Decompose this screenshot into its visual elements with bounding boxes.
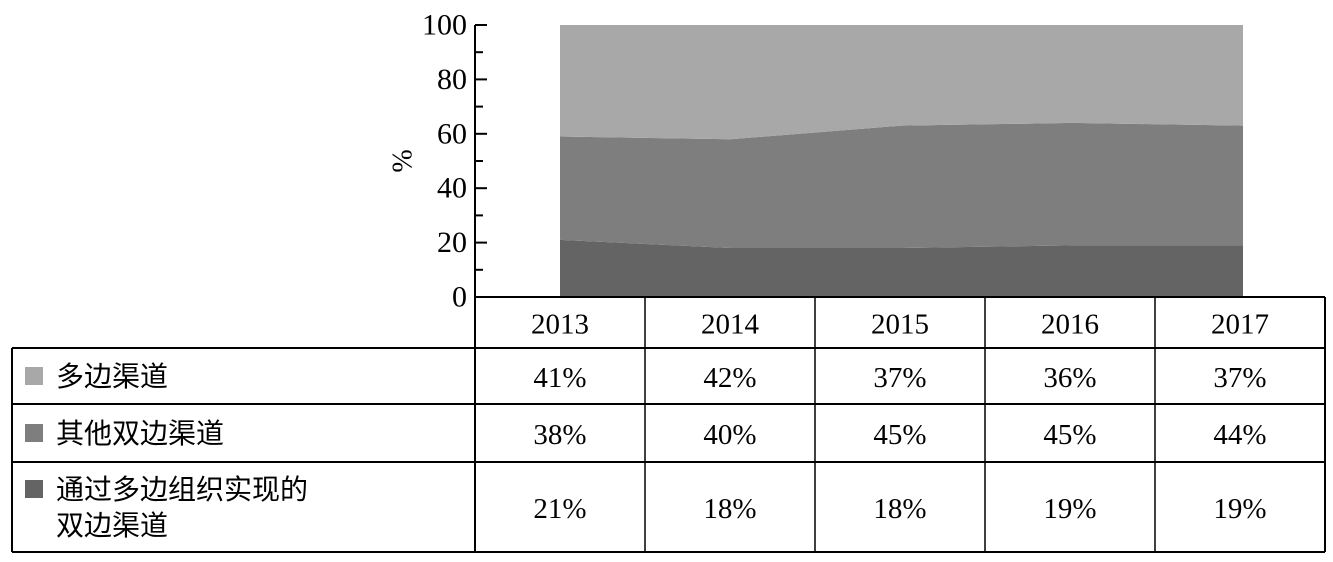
x-category-label: 2013 (531, 309, 589, 341)
x-category-label: 2017 (1211, 309, 1269, 341)
x-category-label: 2016 (1041, 309, 1099, 341)
table-cell-value: 21% (533, 493, 586, 525)
table-cell-value: 42% (703, 362, 756, 394)
x-category-label: 2014 (701, 309, 760, 341)
table-cell-value: 18% (873, 493, 926, 525)
table-cell-value: 36% (1043, 362, 1096, 394)
legend-label: 其他双边渠道 (56, 417, 224, 450)
y-tick-label: 40 (437, 172, 467, 205)
table-cell-value: 37% (873, 362, 926, 394)
legend-swatch (25, 424, 43, 442)
area-series-2 (560, 25, 1243, 140)
table-cell-value: 38% (533, 419, 586, 451)
areas-layer (560, 25, 1243, 297)
y-tick-label: 100 (422, 9, 467, 42)
legend-label-line: 多边渠道 (56, 360, 168, 393)
y-axis: 0 20 40 60 80 100% (388, 9, 487, 348)
area-series-0 (560, 239, 1243, 297)
legend-swatch (25, 367, 43, 385)
table-cell-value: 45% (873, 419, 926, 451)
y-tick-label: 60 (437, 117, 467, 150)
y-axis-title: % (388, 149, 419, 172)
legend-swatch (25, 480, 43, 498)
x-category-label: 2015 (871, 309, 929, 341)
area-series-1 (560, 122, 1243, 249)
table-cell-value: 19% (1043, 493, 1096, 525)
table-cell-value: 41% (533, 362, 586, 394)
legend-label: 通过多边组织实现的双边渠道 (56, 473, 308, 542)
data-table: 2013 2014 2015 2016 2017 多边渠道 41% 42% 37% 36% 37% 其… (11, 296, 1326, 553)
table-cell-value: 19% (1213, 493, 1266, 525)
legend-label: 多边渠道 (56, 360, 168, 393)
y-tick-label: 20 (437, 226, 467, 259)
y-tick-label: 80 (437, 63, 467, 96)
legend-label-line: 双边渠道 (56, 509, 168, 542)
table-cell-value: 37% (1213, 362, 1266, 394)
table-cell-value: 18% (703, 493, 756, 525)
legend-label-line: 通过多边组织实现的 (56, 473, 308, 506)
table-cell-value: 44% (1213, 419, 1266, 451)
table-cell-value: 40% (703, 419, 756, 451)
table-cell-value: 45% (1043, 419, 1096, 451)
legend-label-line: 其他双边渠道 (56, 417, 224, 450)
y-tick-label: 0 (452, 281, 467, 314)
